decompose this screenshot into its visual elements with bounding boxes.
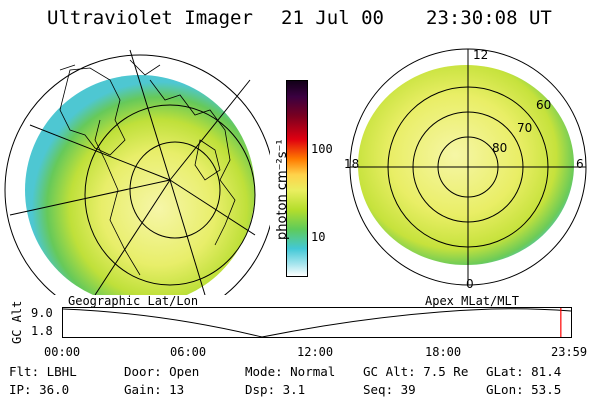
horizon-circle bbox=[4, 54, 270, 295]
altitude-plot-frame bbox=[62, 307, 572, 338]
time-label: 23:30:08 UT bbox=[426, 7, 552, 29]
info-door: Door: Open bbox=[124, 364, 200, 379]
coastlines bbox=[59, 59, 236, 276]
colorbar-tick-10: 10 bbox=[311, 230, 326, 244]
x-tick-2359: 23:59 bbox=[551, 345, 588, 359]
latitude-circle bbox=[129, 141, 221, 239]
info-glat: GLat: 81.4 bbox=[486, 364, 562, 379]
info-seq: Seq: 39 bbox=[363, 382, 416, 397]
info-gc-alt: GC Alt: 7.5 Re bbox=[363, 364, 469, 379]
altitude-plot bbox=[62, 307, 572, 338]
info-dsp: Dsp: 3.1 bbox=[245, 382, 306, 397]
mlat-label-80: 80 bbox=[492, 141, 507, 155]
aurora-oval-magnetic bbox=[358, 65, 574, 265]
left-panel-caption: Geographic Lat/Lon bbox=[68, 294, 199, 308]
x-tick-1200: 12:00 bbox=[297, 345, 334, 359]
info-mode: Mode: Normal bbox=[245, 364, 336, 379]
mlt-label-6: 6 bbox=[576, 157, 584, 171]
colorbar-tick-100: 100 bbox=[311, 142, 333, 156]
date-label: 21 Jul 00 bbox=[281, 7, 384, 29]
mlt-label-12: 12 bbox=[473, 48, 488, 62]
mlt-label-0: 0 bbox=[466, 277, 474, 290]
geographic-image bbox=[4, 49, 270, 295]
altitude-ymax: 9.0 bbox=[31, 306, 53, 320]
mlt-label-18: 18 bbox=[344, 157, 359, 171]
info-gain: Gain: 13 bbox=[124, 382, 185, 397]
mlat-label-60: 60 bbox=[536, 98, 551, 112]
info-filter: Flt: LBHL bbox=[9, 364, 77, 379]
x-tick-0000: 00:00 bbox=[44, 345, 81, 359]
aurora-oval-geographic bbox=[25, 75, 255, 295]
mlat-label-70: 70 bbox=[517, 121, 532, 135]
colorbar-label: photon cm⁻²s⁻¹ bbox=[275, 139, 290, 240]
color-scale-bar bbox=[286, 80, 308, 277]
info-ip: IP: 36.0 bbox=[9, 382, 70, 397]
x-tick-1800: 18:00 bbox=[425, 345, 462, 359]
longitude-lines bbox=[9, 49, 256, 295]
right-panel-caption: Apex MLat/MLT bbox=[425, 294, 519, 308]
altitude-ylabel: GC Alt bbox=[10, 300, 24, 344]
altitude-curve bbox=[62, 308, 572, 338]
x-tick-0600: 06:00 bbox=[170, 345, 207, 359]
info-glon: GLon: 53.5 bbox=[486, 382, 562, 397]
altitude-ymin: 1.8 bbox=[31, 324, 53, 338]
latitude-circle bbox=[84, 104, 256, 286]
app-title: Ultraviolet Imager bbox=[47, 7, 253, 29]
magnetic-polar-image: 12 18 6 0 60 70 80 bbox=[344, 48, 587, 290]
